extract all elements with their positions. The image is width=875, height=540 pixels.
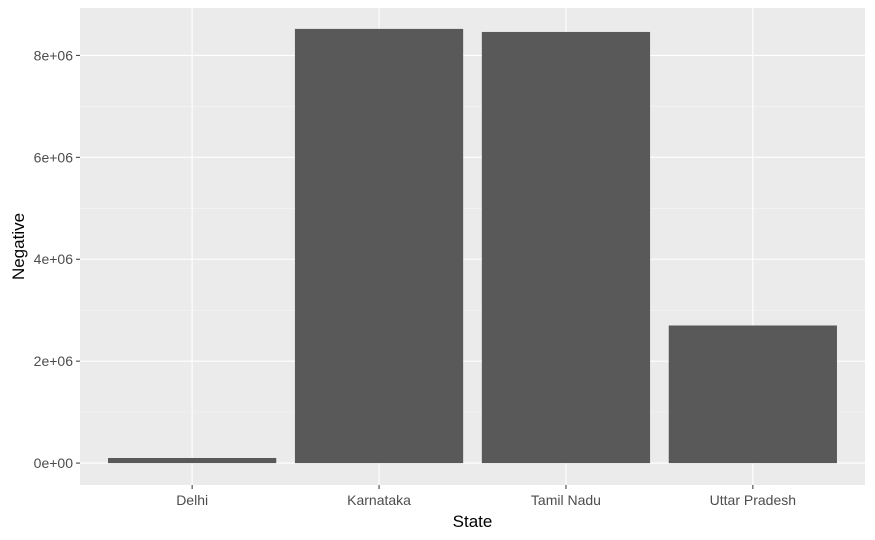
bar (668, 325, 837, 464)
y-tick-label: 4e+06 (34, 251, 74, 267)
bars (108, 28, 837, 464)
y-tick-label: 0e+00 (34, 455, 74, 471)
x-axis-title: State (453, 512, 493, 531)
bar (481, 31, 651, 464)
x-tick-label: Karnataka (347, 492, 411, 508)
y-axis-ticks: 0e+00 2e+06 4e+06 6e+06 8e+06 (34, 47, 80, 471)
y-tick-label: 6e+06 (34, 149, 74, 165)
y-tick-label: 8e+06 (34, 47, 74, 63)
bar (108, 457, 277, 464)
x-tick-label: Delhi (176, 492, 208, 508)
x-axis-ticks: Delhi Karnataka Tamil Nadu Uttar Pradesh (176, 485, 796, 508)
y-axis-title: Negative (9, 213, 28, 280)
y-tick-label: 2e+06 (34, 353, 74, 369)
x-tick-label: Uttar Pradesh (710, 492, 796, 508)
x-tick-label: Tamil Nadu (531, 492, 601, 508)
bar (294, 28, 464, 464)
